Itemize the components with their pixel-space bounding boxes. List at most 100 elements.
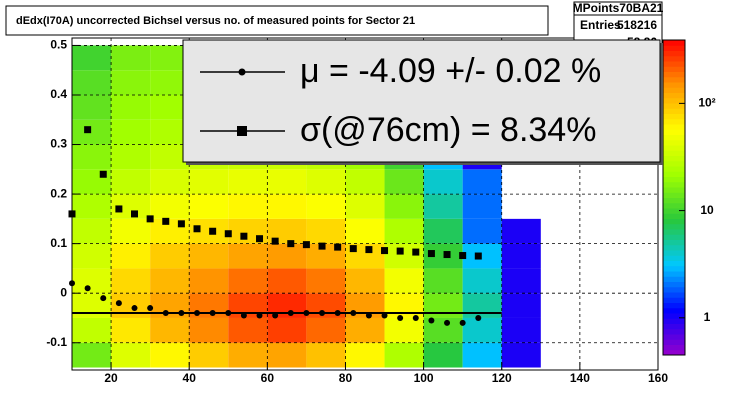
profile-point xyxy=(194,310,201,317)
heatmap-cell xyxy=(345,317,385,343)
heatmap-cell xyxy=(306,218,346,244)
heatmap-cell xyxy=(72,243,112,269)
heatmap-cell xyxy=(462,342,502,368)
heatmap-cell xyxy=(345,194,385,219)
heatmap-cell xyxy=(111,293,151,318)
stats-value: 518216 xyxy=(617,18,657,32)
heatmap-cell xyxy=(501,342,541,368)
colorbar-tick-label: 1 xyxy=(704,310,711,324)
chart-title: dEdx(I70A) uncorrected Bichsel versus no… xyxy=(16,15,415,27)
profile-point xyxy=(131,305,138,312)
heatmap-cell xyxy=(384,243,424,269)
profile-point xyxy=(381,312,388,319)
heatmap-cell xyxy=(501,317,541,343)
heatmap-cell xyxy=(111,70,151,95)
profile-point xyxy=(147,305,154,312)
profile-point xyxy=(303,310,310,317)
colorbar-segment xyxy=(663,176,685,183)
heatmap-cell xyxy=(267,243,307,269)
heatmap-cell xyxy=(189,342,229,368)
colorbar-segment xyxy=(663,97,685,104)
profile-point xyxy=(272,312,279,319)
profile-point xyxy=(162,217,170,225)
colorbar-segment xyxy=(663,297,685,303)
heatmap-cell xyxy=(384,169,424,195)
legend-marker xyxy=(237,126,247,136)
heatmap-cell xyxy=(111,94,151,120)
profile-point xyxy=(443,251,451,259)
heatmap-cell xyxy=(384,218,424,244)
colorbar-segment xyxy=(663,302,685,309)
profile-point xyxy=(256,312,263,319)
profile-point xyxy=(318,242,326,250)
colorbar-segment xyxy=(663,160,685,167)
colorbar-segment xyxy=(663,260,685,267)
heatmap-cell xyxy=(384,194,424,219)
heatmap-cell xyxy=(462,218,502,244)
profile-point xyxy=(444,319,451,326)
heatmap-cell xyxy=(72,218,112,244)
heatmap-cell xyxy=(384,317,424,343)
x-tick-label: 80 xyxy=(339,371,353,385)
colorbar-segment xyxy=(663,181,685,188)
x-tick-label: 60 xyxy=(261,371,275,385)
heatmap-cell xyxy=(111,169,151,195)
colorbar-segment xyxy=(663,82,685,88)
colorbar-segment xyxy=(663,328,685,335)
heatmap-cell xyxy=(189,243,229,269)
colorbar-segment xyxy=(663,171,685,177)
heatmap-cell xyxy=(150,169,190,195)
legend-label: σ(@76cm) = 8.34% xyxy=(300,111,596,149)
colorbar-segment xyxy=(663,208,685,214)
colorbar-segment xyxy=(663,124,685,130)
heatmap-cell xyxy=(111,317,151,343)
colorbar-segment xyxy=(663,318,685,324)
heatmap-cell xyxy=(150,342,190,368)
profile-point xyxy=(397,314,404,321)
heatmap-cell xyxy=(72,70,112,95)
colorbar-segment xyxy=(663,40,685,46)
heatmap-cell xyxy=(345,342,385,368)
stats-label: Entries xyxy=(580,18,621,32)
profile-point xyxy=(412,248,420,256)
heatmap-cell xyxy=(267,268,307,294)
profile-point xyxy=(319,310,326,317)
heatmap-cell xyxy=(228,342,268,368)
profile-point xyxy=(225,310,232,317)
profile-point xyxy=(162,310,169,317)
colorbar-segment xyxy=(663,113,685,120)
x-tick-label: 40 xyxy=(183,371,197,385)
x-tick-label: 20 xyxy=(104,371,118,385)
colorbar-segment xyxy=(663,255,685,261)
colorbar-segment xyxy=(663,339,685,345)
colorbar-segment xyxy=(663,344,685,351)
profile-point xyxy=(381,247,389,255)
profile-point xyxy=(365,246,373,254)
colorbar-segment xyxy=(663,71,685,78)
colorbar-segment xyxy=(663,234,685,240)
profile-point xyxy=(302,241,310,249)
y-tick-label: 0.5 xyxy=(50,38,67,52)
profile-point xyxy=(271,237,279,245)
heatmap-cell xyxy=(267,194,307,219)
profile-point xyxy=(146,215,154,223)
x-tick-label: 160 xyxy=(648,371,668,385)
colorbar-segment xyxy=(663,223,685,230)
y-tick-label: 0 xyxy=(60,285,67,299)
heatmap-cell xyxy=(306,169,346,195)
colorbar-segment xyxy=(663,239,685,246)
profile-point xyxy=(177,220,185,228)
heatmap-cell xyxy=(462,194,502,219)
colorbar-segment xyxy=(663,166,685,172)
heatmap-cell xyxy=(150,317,190,343)
heatmap-cell xyxy=(111,144,151,170)
heatmap-cell xyxy=(462,243,502,269)
profile-point xyxy=(84,285,91,292)
colorbar-segment xyxy=(663,213,685,219)
heatmap-cell xyxy=(228,194,268,219)
colorbar-segment xyxy=(663,202,685,209)
colorbar-segment xyxy=(663,61,685,67)
heatmap-cell xyxy=(462,317,502,343)
heatmap-cell xyxy=(150,268,190,294)
